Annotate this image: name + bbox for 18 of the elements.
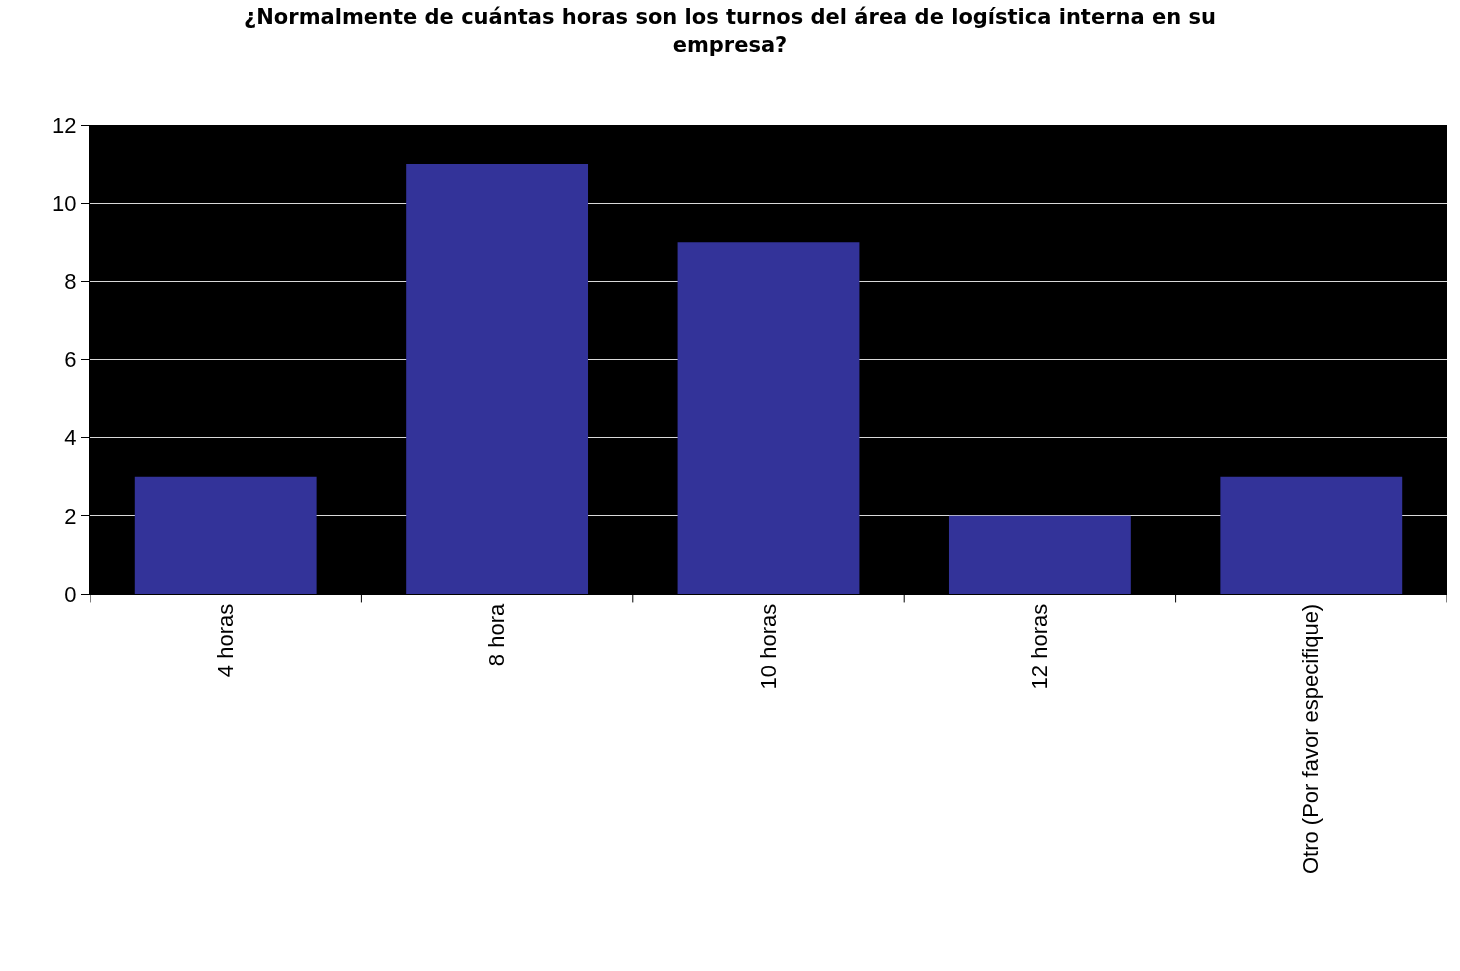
x-tick-label: 4 horas	[212, 603, 238, 678]
x-tick-label: 8 hora	[484, 603, 510, 667]
x-tick-label: 10 horas	[755, 603, 781, 690]
y-tick-label: 6	[64, 347, 77, 373]
y-tick-label: 10	[52, 190, 77, 216]
bar	[948, 515, 1131, 594]
bar	[1220, 476, 1403, 594]
x-tick-label: 12 horas	[1027, 603, 1053, 690]
y-tick-label: 4	[64, 425, 77, 451]
bar	[134, 476, 317, 594]
y-tick-label: 12	[52, 112, 77, 138]
y-tick-label: 8	[64, 269, 77, 295]
y-tick-label: 2	[64, 503, 77, 529]
chart-title: ¿Normalmente de cuántas horas son los turnos del área de logística interna en su empresa?	[244, 5, 1216, 57]
x-tick-label: Otro (Por favor especifique)	[1298, 603, 1324, 875]
bar	[406, 164, 589, 594]
y-tick-label: 0	[64, 581, 77, 607]
bar	[677, 242, 860, 594]
